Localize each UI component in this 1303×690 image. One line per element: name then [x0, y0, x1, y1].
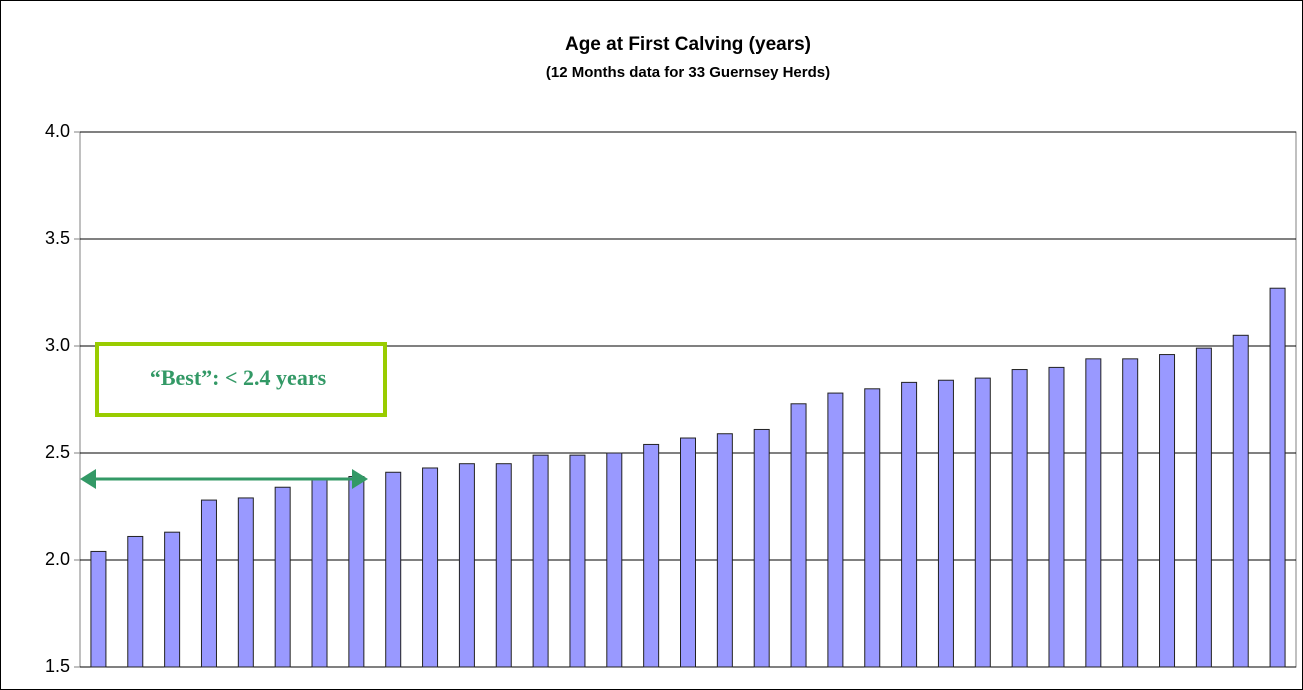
bar	[458, 463, 475, 668]
bar	[569, 454, 586, 668]
bar	[1085, 358, 1102, 668]
bar	[495, 463, 512, 668]
annotation-box	[95, 342, 387, 417]
arrow-head	[80, 469, 96, 489]
bar	[532, 454, 549, 668]
bar	[1195, 347, 1212, 668]
y-tick-label: 2.5	[45, 442, 70, 462]
bar	[348, 476, 365, 668]
annotation-text: “Best”: < 2.4 years	[150, 365, 327, 390]
chart-title: Age at First Calving (years)	[565, 34, 811, 55]
bar	[1159, 354, 1176, 668]
bar	[311, 478, 328, 668]
bar	[90, 550, 107, 668]
bar	[164, 531, 181, 668]
bar	[1011, 369, 1028, 668]
bar	[422, 467, 439, 668]
bar	[790, 403, 807, 668]
bar	[937, 379, 954, 668]
bar	[200, 499, 217, 668]
plot-area: 1.5 2.0 2.5 3.0 3.5 4.0	[45, 121, 1297, 676]
bar	[385, 471, 402, 668]
bar	[643, 443, 660, 668]
bar	[901, 381, 918, 668]
bar	[1269, 287, 1286, 668]
bar	[1122, 358, 1139, 668]
bar	[127, 535, 144, 668]
chart-subtitle: (12 Months data for 33 Guernsey Herds)	[546, 64, 830, 81]
arrow-head	[352, 469, 368, 489]
bar	[864, 388, 881, 668]
y-tick-label: 1.5	[45, 656, 70, 676]
bar	[716, 433, 733, 668]
annotation-layer: “Best”: < 2.4 years	[80, 342, 387, 489]
bar	[827, 392, 844, 668]
bar	[680, 437, 696, 668]
bar	[974, 377, 991, 668]
bar	[1048, 366, 1065, 668]
bar	[237, 497, 254, 668]
bar	[274, 486, 291, 668]
y-tick-label: 4.0	[45, 121, 70, 141]
bar	[753, 428, 770, 668]
y-tick-label: 3.0	[45, 335, 70, 355]
bar	[1232, 334, 1249, 668]
bar	[606, 452, 623, 668]
y-tick-label: 3.5	[45, 228, 70, 248]
y-tick-label: 2.0	[45, 549, 70, 569]
